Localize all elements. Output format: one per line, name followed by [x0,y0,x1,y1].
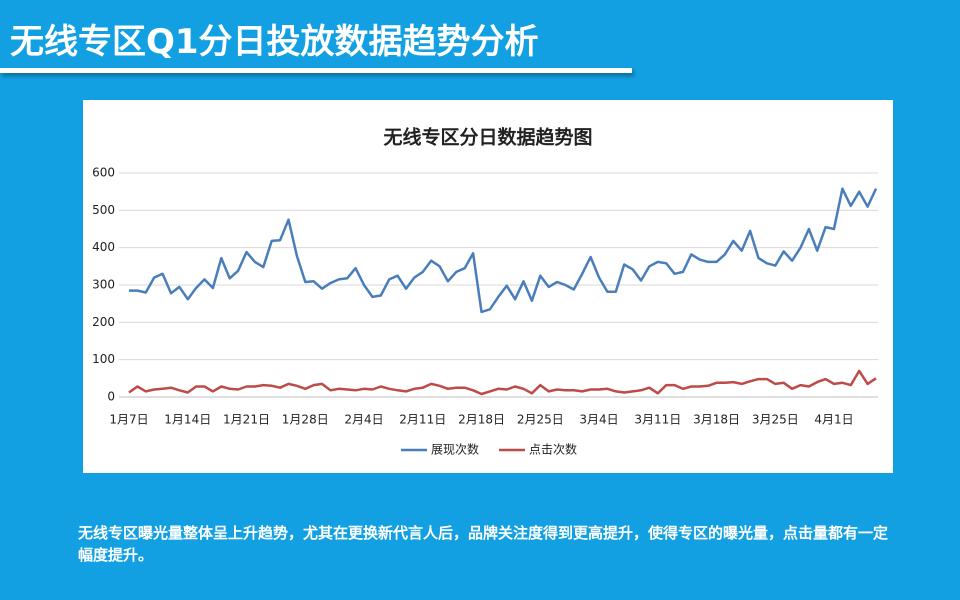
x-tick-label: 1月14日 [164,413,211,427]
y-tick-label: 300 [92,278,115,292]
x-tick-label: 3月4日 [579,413,618,427]
series-line [129,187,878,314]
x-tick-label: 4月1日 [814,413,853,427]
x-tick-label: 3月11日 [634,413,681,427]
series-line [128,369,877,396]
chart-title: 无线专区分日数据趋势图 [383,126,592,149]
x-tick-label: 3月18日 [693,413,740,427]
x-tick-label: 2月11日 [399,413,446,427]
y-tick-label: 100 [92,352,115,366]
x-tick-label: 1月7日 [109,413,148,427]
y-tick-label: 400 [92,240,115,254]
chart: 无线专区分日数据趋势图 0 100 200 300 400 500 600 1月7日 1月14日… [92,126,878,457]
legend-label: 点击次数 [529,442,577,457]
y-tick-label: 0 [107,390,115,404]
x-tick-label: 2月4日 [344,413,383,427]
slide-title: 无线专区Q1分日投放数据趋势分析 [10,22,539,62]
y-tick-label: 200 [92,315,115,329]
y-tick-label: 600 [92,166,115,180]
chart-box: 无线专区分日数据趋势图 0 100 200 300 400 500 600 1月7日 1月14日… [83,100,893,473]
y-tick-label: 500 [92,203,115,217]
x-tick-label: 2月18日 [458,413,505,427]
x-tick-label: 2月25日 [517,413,564,427]
legend-label: 展现次数 [431,442,479,457]
title-underline [0,68,632,73]
summary-text: 无线专区曝光量整体呈上升趋势，尤其在更换新代言人后，品牌关注度得到更高提升，使得… [78,524,889,564]
x-tick-label: 3月25日 [752,413,799,427]
x-tick-label: 1月21日 [223,413,270,427]
x-tick-label: 1月28日 [282,413,329,427]
